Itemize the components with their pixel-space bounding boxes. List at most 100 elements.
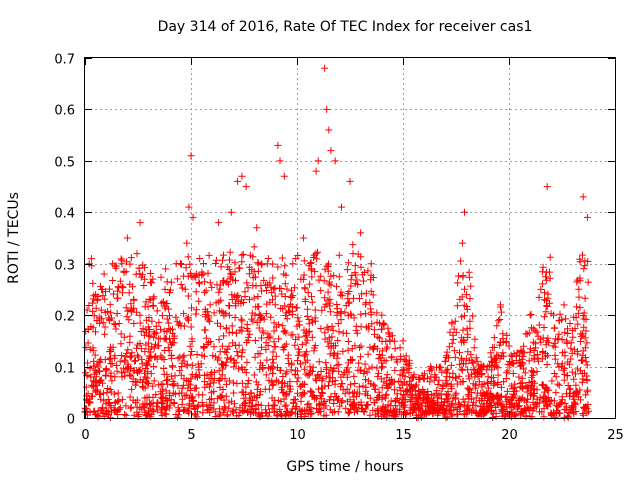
- data-point: [126, 371, 134, 379]
- data-point: [208, 369, 216, 376]
- data-point: [278, 383, 286, 391]
- data-point: [556, 399, 564, 407]
- data-point: [325, 278, 333, 286]
- data-point: [560, 301, 568, 309]
- data-point: [137, 345, 145, 353]
- data-point: [179, 353, 187, 361]
- data-point: [308, 273, 316, 281]
- data-point: [184, 253, 192, 261]
- data-point: [362, 376, 369, 384]
- data-point: [416, 391, 424, 399]
- data-point: [129, 367, 137, 375]
- data-point: [354, 281, 362, 288]
- data-point: [546, 253, 554, 261]
- data-point: [356, 295, 363, 302]
- data-point: [484, 406, 492, 414]
- data-point: [271, 292, 279, 300]
- data-point: [494, 364, 502, 372]
- data-point: [189, 361, 197, 369]
- data-point: [366, 394, 374, 402]
- data-point: [361, 310, 369, 318]
- data-point: [122, 402, 130, 410]
- data-point: [218, 371, 226, 379]
- data-point: [335, 273, 343, 281]
- data-point: [91, 351, 99, 359]
- data-point: [368, 363, 376, 371]
- data-point: [358, 290, 366, 298]
- data-point: [149, 275, 157, 283]
- data-point: [269, 355, 277, 363]
- data-point: [301, 298, 309, 305]
- data-point: [101, 356, 109, 364]
- y-tick-label: 0.3: [54, 259, 75, 274]
- data-point: [136, 404, 144, 412]
- data-point: [326, 406, 334, 414]
- data-point: [553, 408, 561, 416]
- data-point: [434, 401, 442, 409]
- data-point: [200, 352, 208, 360]
- data-point: [143, 361, 151, 369]
- data-point: [276, 410, 284, 418]
- data-point: [467, 282, 475, 290]
- data-point: [311, 342, 319, 350]
- data-point: [300, 271, 308, 279]
- data-point: [350, 372, 358, 380]
- data-point: [150, 363, 158, 370]
- data-point: [301, 285, 309, 293]
- data-point: [375, 369, 382, 377]
- data-point: [239, 366, 247, 374]
- data-point: [533, 368, 541, 376]
- data-point: [292, 255, 300, 262]
- data-point: [220, 332, 228, 340]
- data-point: [309, 318, 316, 326]
- data-point: [393, 395, 401, 403]
- data-point: [246, 330, 254, 338]
- data-point: [489, 359, 497, 366]
- data-point: [460, 337, 467, 345]
- data-point: [249, 253, 257, 261]
- data-point: [178, 363, 186, 370]
- data-point: [567, 339, 575, 347]
- data-point: [453, 302, 461, 310]
- data-point: [134, 369, 141, 376]
- data-point: [206, 301, 214, 309]
- data-point: [202, 287, 210, 295]
- data-point: [214, 356, 222, 364]
- data-point: [428, 390, 436, 398]
- data-point: [517, 408, 525, 416]
- data-point: [255, 324, 263, 332]
- data-point: [142, 365, 150, 372]
- data-point: [244, 327, 252, 335]
- data-point: [300, 257, 308, 265]
- data-point: [357, 229, 365, 237]
- data-point: [493, 322, 501, 330]
- data-point: [231, 268, 239, 276]
- data-point: [391, 366, 399, 374]
- data-point: [136, 219, 144, 227]
- data-point: [161, 285, 169, 293]
- data-point: [498, 352, 506, 360]
- data-point: [335, 367, 343, 375]
- data-point: [484, 380, 492, 387]
- data-point: [228, 328, 236, 336]
- data-point: [188, 371, 196, 379]
- data-point: [145, 345, 153, 353]
- data-point: [538, 268, 546, 276]
- data-point: [415, 389, 423, 397]
- data-point: [117, 340, 125, 348]
- data-point: [294, 357, 301, 365]
- data-point: [451, 394, 459, 402]
- data-point: [350, 314, 358, 322]
- data-point: [447, 361, 455, 369]
- data-point: [278, 290, 286, 298]
- data-point: [244, 284, 252, 292]
- data-point: [378, 351, 386, 359]
- data-point: [579, 351, 587, 359]
- data-point: [199, 391, 207, 399]
- data-point: [320, 399, 328, 407]
- data-point: [433, 387, 441, 395]
- data-point: [545, 386, 553, 394]
- data-point: [310, 251, 318, 259]
- data-point: [127, 300, 135, 308]
- data-point: [172, 260, 180, 268]
